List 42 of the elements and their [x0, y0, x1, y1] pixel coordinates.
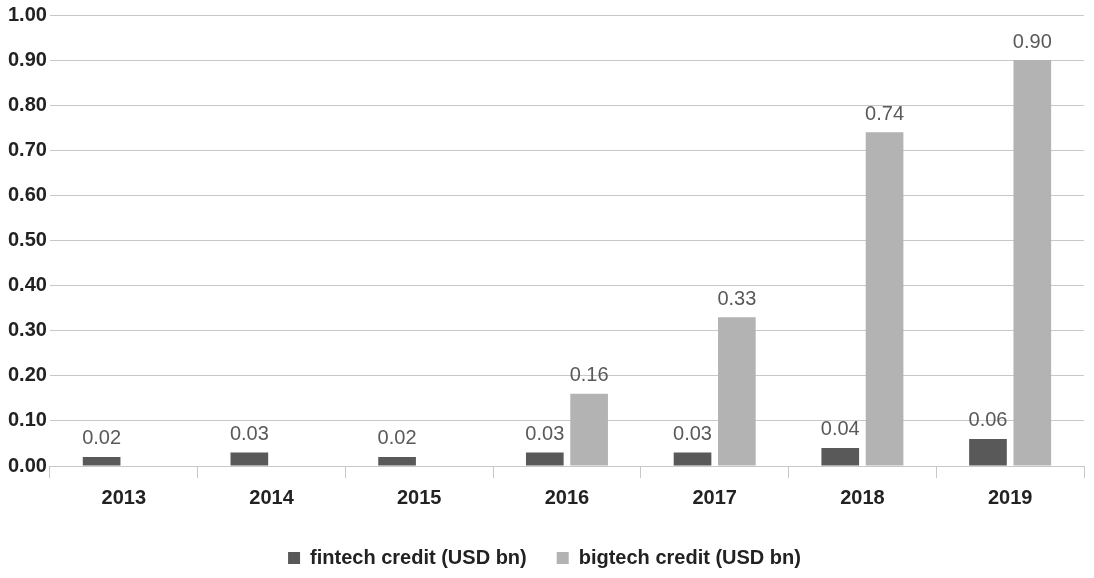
- y-tick-label: 0.90: [7, 47, 47, 70]
- y-tick-label: 0.30: [7, 318, 47, 341]
- legend-label: fintech credit (USD bn): [310, 545, 527, 568]
- x-tick-label: 2015: [396, 485, 442, 508]
- data-label: 0.06: [968, 408, 1008, 431]
- data-label: 0.74: [865, 101, 905, 124]
- bar: [525, 452, 564, 466]
- bar: [673, 452, 712, 466]
- x-tick-label: 2018: [840, 485, 885, 508]
- bar: [82, 456, 121, 466]
- y-tick-label: 0.70: [7, 137, 47, 160]
- bar: [1013, 60, 1052, 466]
- x-tick-label: 2019: [987, 485, 1033, 508]
- data-label: 0.16: [569, 363, 609, 386]
- bar: [230, 452, 269, 466]
- x-tick-label: 2014: [249, 485, 295, 508]
- y-tick-label: 0.60: [7, 182, 47, 205]
- y-tick-label: 0.20: [7, 363, 47, 386]
- x-tick-label: 2017: [692, 485, 737, 508]
- y-tick-label: 0.80: [7, 92, 47, 115]
- data-label: 0.90: [1012, 29, 1052, 52]
- y-tick-label: 0.10: [7, 408, 47, 431]
- y-tick-label: 0.00: [7, 453, 47, 476]
- y-tick-label: 0.50: [7, 228, 47, 251]
- bar: [570, 393, 608, 466]
- y-tick-label: 1.00: [7, 2, 47, 25]
- data-label: 0.04: [820, 417, 860, 440]
- data-label: 0.02: [82, 426, 122, 449]
- data-label: 0.02: [377, 426, 417, 449]
- data-label: 0.03: [673, 421, 712, 444]
- bar: [969, 438, 1007, 466]
- data-label: 0.33: [717, 286, 757, 309]
- x-tick-label: 2016: [544, 485, 590, 508]
- data-label: 0.03: [525, 421, 565, 444]
- bar: [865, 132, 904, 466]
- bar: [718, 317, 756, 466]
- x-tick-label: 2013: [101, 485, 147, 508]
- bar: [378, 456, 416, 466]
- bar: [821, 447, 860, 466]
- y-tick-label: 0.40: [7, 273, 47, 296]
- legend-label: bigtech credit (USD bn): [578, 545, 801, 568]
- data-label: 0.03: [229, 421, 269, 444]
